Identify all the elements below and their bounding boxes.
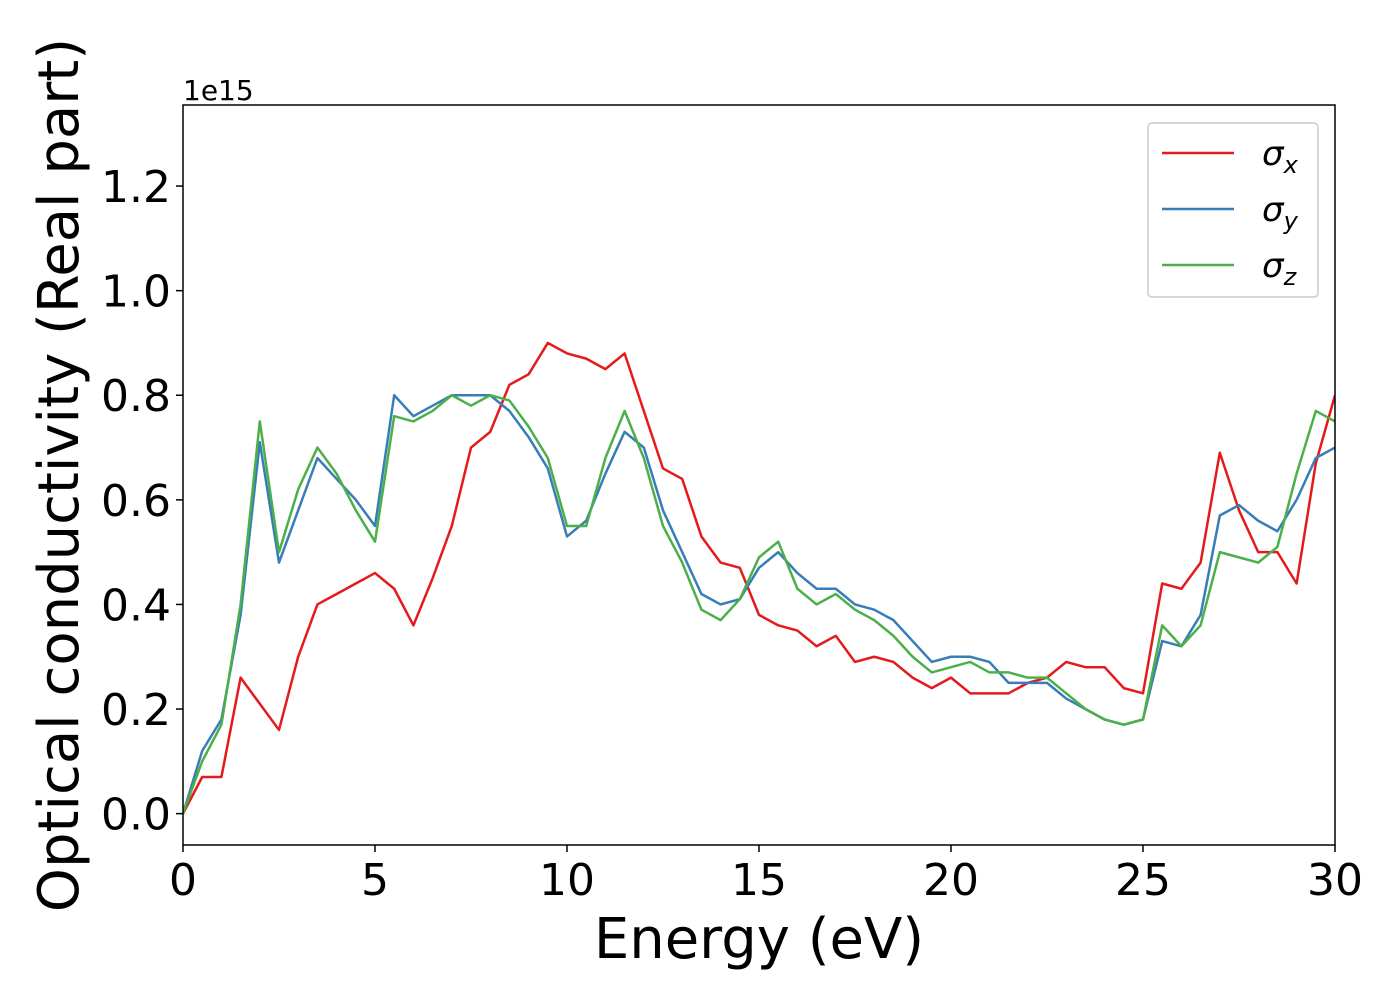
x-tick-label: 25 — [1115, 855, 1171, 906]
y-tick-label: 0.2 — [101, 685, 171, 736]
legend: σx σy σz — [1147, 122, 1319, 298]
y-tick-label: 0.4 — [101, 580, 171, 631]
x-axis-label: Energy (eV) — [594, 907, 924, 972]
series-line — [183, 393, 1335, 815]
x-tick-label: 15 — [731, 855, 787, 906]
legend-label: σz — [1262, 246, 1298, 291]
x-tick-label: 5 — [361, 855, 389, 906]
x-tick-label: 20 — [923, 855, 979, 906]
y-tick-label: 0.0 — [101, 790, 171, 841]
x-tick-label: 0 — [169, 855, 197, 906]
plot-frame — [182, 104, 1336, 846]
offset-label: 1e15 — [183, 74, 254, 107]
x-tick-label: 30 — [1307, 855, 1363, 906]
y-tick-label: 1.2 — [101, 162, 171, 213]
y-tick-label: 1.0 — [101, 267, 171, 318]
x-tick-label: 10 — [539, 855, 595, 906]
y-tick-label: 0.8 — [101, 371, 171, 422]
y-tick-label: 0.6 — [101, 476, 171, 527]
series-line — [183, 341, 1335, 815]
y-axis-label: Optical conductivity (Real part) — [27, 38, 92, 912]
legend-label: σy — [1262, 190, 1299, 235]
legend-label: σx — [1262, 134, 1299, 179]
